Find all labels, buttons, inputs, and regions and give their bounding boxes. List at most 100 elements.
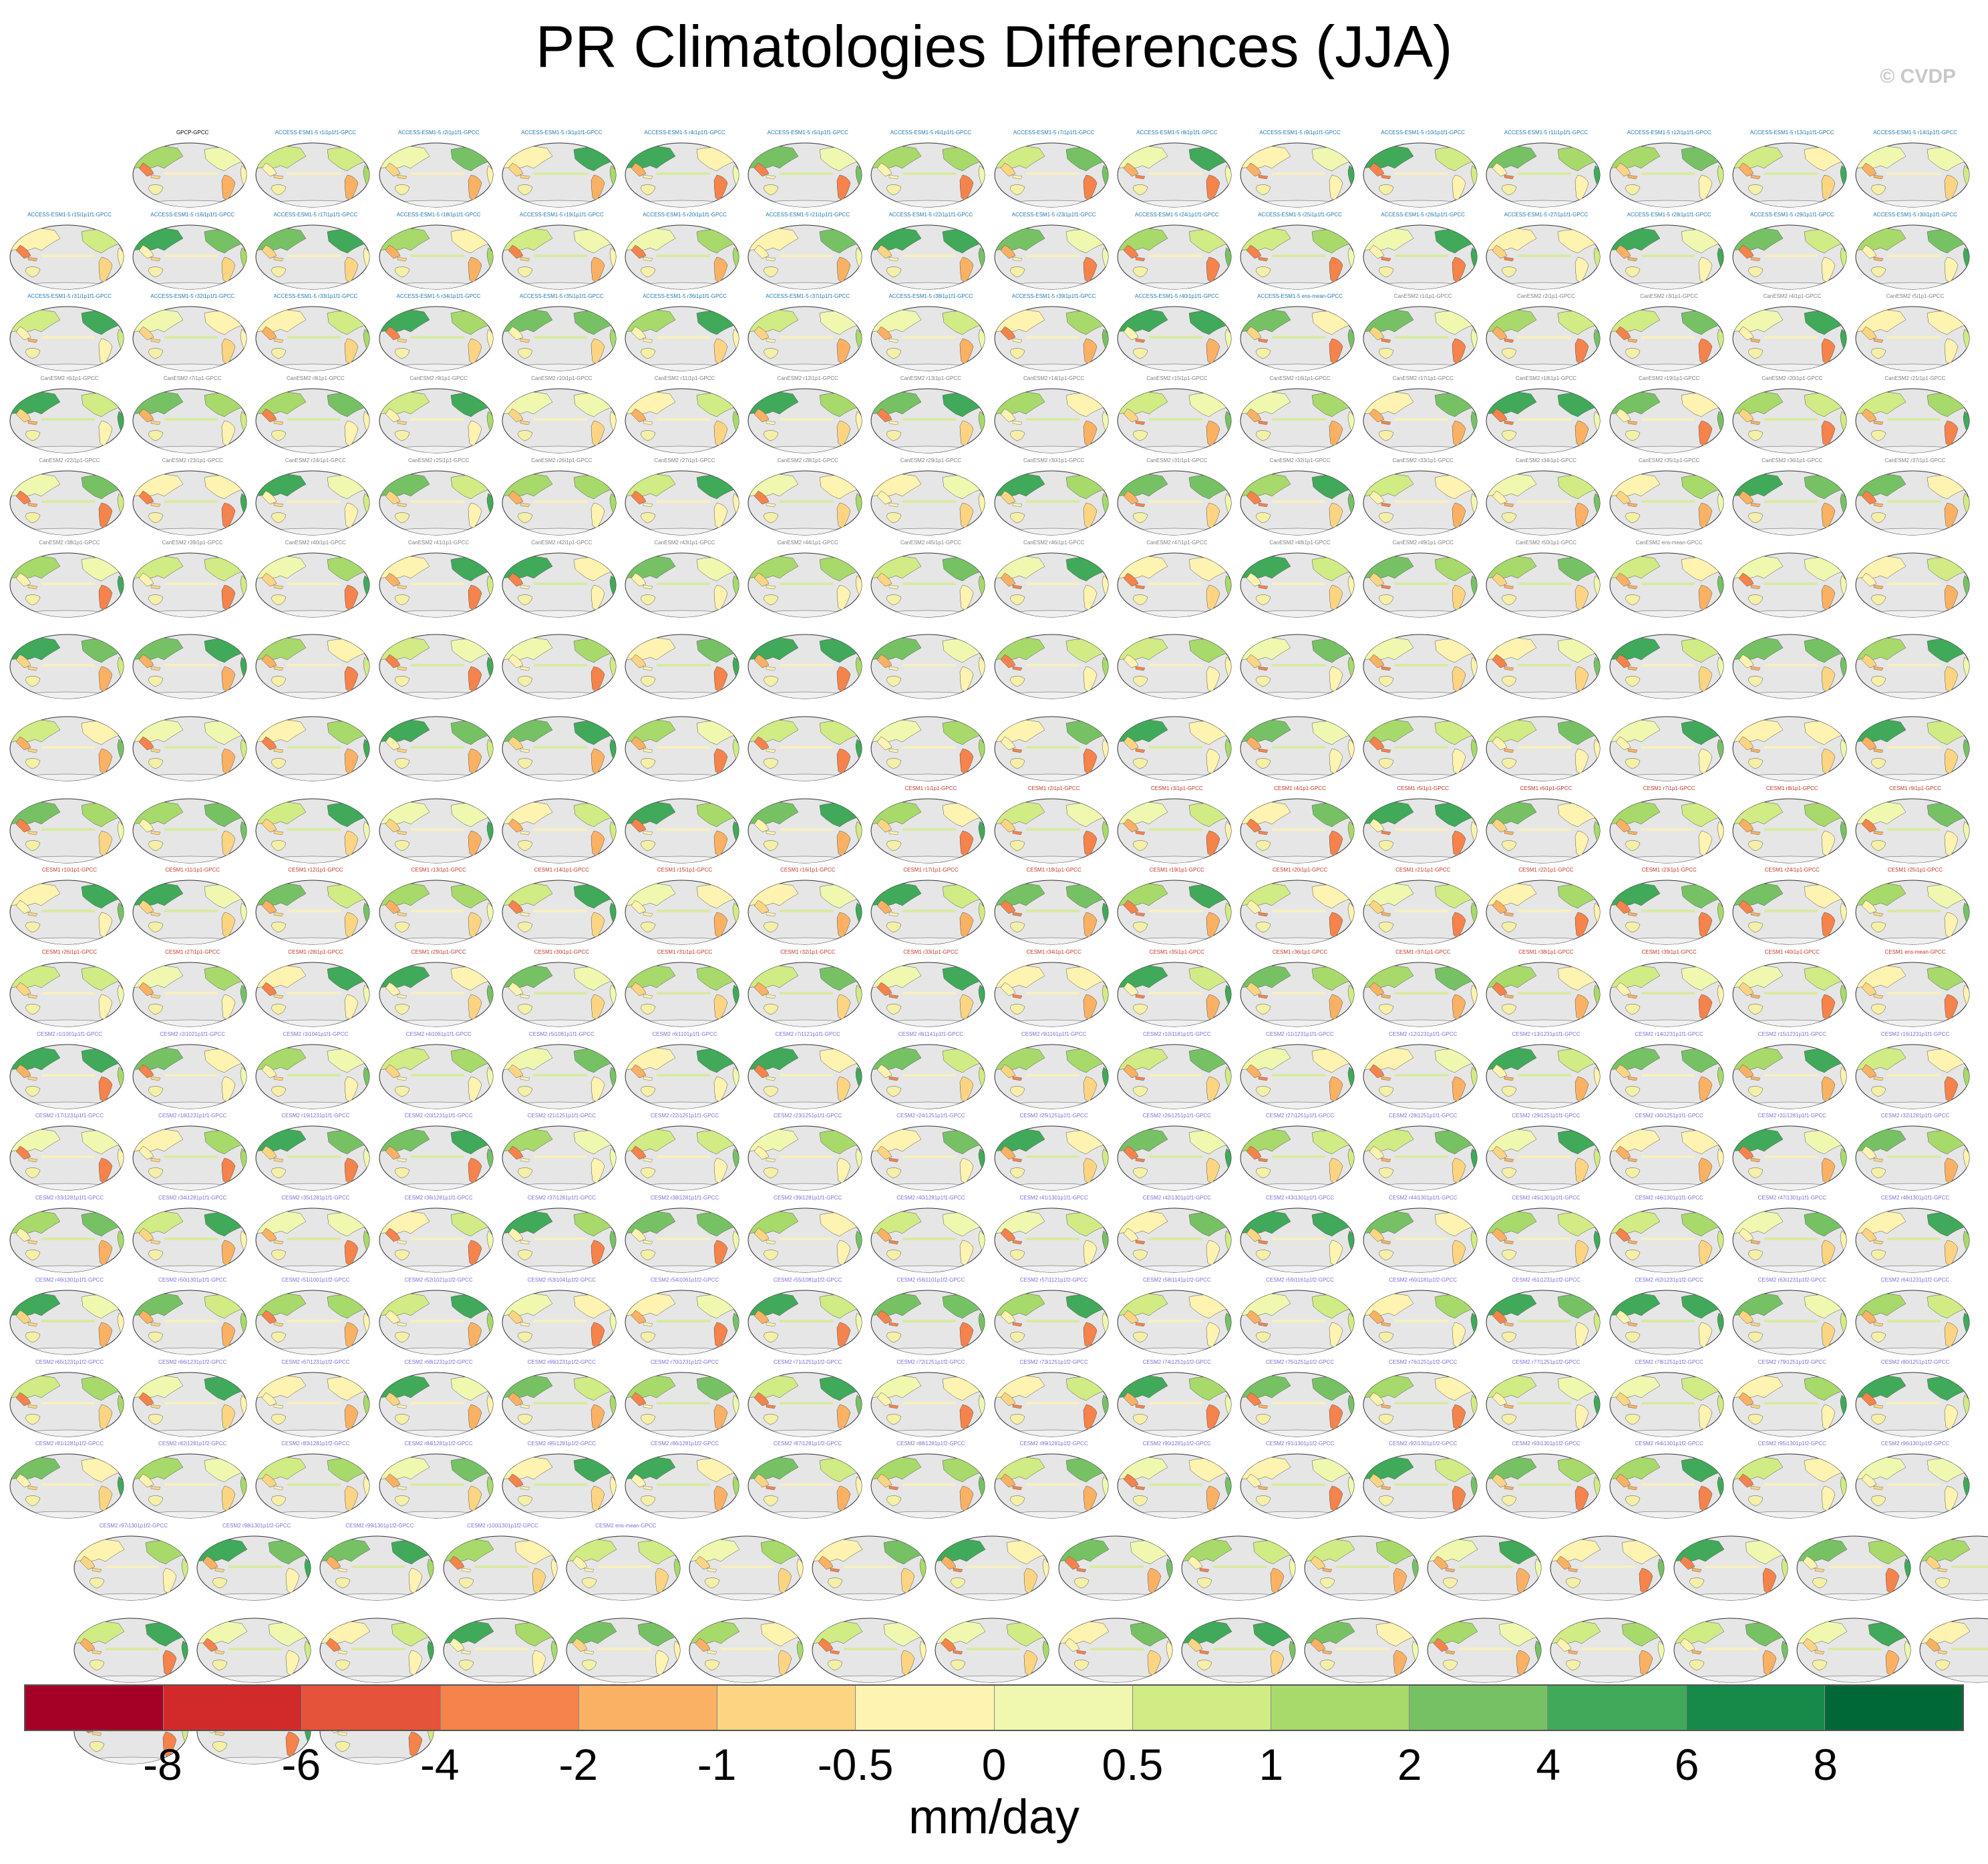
map-panel-title: CESM2 r56i1101p1f2-GPCC	[896, 1276, 965, 1283]
world-map	[1855, 470, 1970, 536]
world-map	[1732, 224, 1847, 290]
world-map	[994, 798, 1109, 864]
map-panel	[1484, 621, 1607, 704]
colorbar-tick-label: 0.5	[1102, 1740, 1164, 1789]
world-map	[1240, 1044, 1355, 1109]
map-panel-title: CESM2 r28i1251p1f1-GPCC	[1389, 1113, 1458, 1119]
map-panel-title: ACCESS-ESM1-5 r8i1p1f1-GPCC	[1136, 130, 1218, 136]
world-map	[1855, 716, 1970, 781]
world-map	[994, 552, 1109, 617]
map-panel-title: ACCESS-ESM1-5 r7i1p1f1-GPCC	[1013, 130, 1095, 136]
world-map	[9, 470, 124, 536]
map-panel-title: ACCESS-ESM1-5 r26i1p1f1-GPCC	[1381, 211, 1466, 218]
map-panel-title: GPCP-GPCC	[176, 130, 209, 136]
map-panel: CESM2 r18i1231p1f1-GPCC	[131, 1113, 254, 1195]
world-map	[255, 1453, 370, 1519]
map-panel-title: CESM2 r60i1181p1f2-GPCC	[1389, 1276, 1458, 1283]
world-map	[1732, 1453, 1847, 1519]
world-map	[502, 470, 617, 536]
world-map	[1855, 1290, 1970, 1355]
world-map	[1732, 1372, 1847, 1437]
world-map	[1855, 962, 1970, 1027]
world-map	[1363, 1125, 1478, 1191]
map-panel-title: CESM2 r51i1001p1f2-GPCC	[281, 1276, 350, 1283]
map-panel-title: CESM1 r38i1p1-GPCC	[1518, 949, 1574, 955]
map-panel-title: CESM1 r7i1p1-GPCC	[1643, 785, 1695, 791]
map-panel: CESM2 r65i1231p1f2-GPCC	[8, 1359, 131, 1442]
map-panel-title: CanESM2 r19i1p1-GPCC	[1639, 375, 1700, 382]
world-map	[502, 1372, 617, 1437]
world-map	[748, 1290, 862, 1355]
map-panel: ACCESS-ESM1-5 r33i1p1f1-GPCC	[254, 293, 377, 376]
map-panel: CESM1 r29i1p1-GPCC	[377, 949, 500, 1032]
map-panel-title: CanESM2 r40i1p1-GPCC	[285, 539, 346, 546]
world-map	[1363, 1207, 1478, 1273]
map-panel-title: CESM2 r1i1001p1f1-GPCC	[37, 1031, 102, 1037]
map-panel-title: CESM2 r75i1251p1f2-GPCC	[1265, 1358, 1335, 1365]
world-map	[870, 880, 985, 945]
world-map	[625, 224, 739, 290]
map-panel: CESM2 r36i1281p1f1-GPCC	[377, 1195, 500, 1278]
world-map	[132, 552, 247, 617]
world-map	[994, 634, 1109, 699]
map-panel: CESM2 r4i1061p1f1-GPCC	[377, 1031, 500, 1114]
map-panel: CESM2 r99i1301p1f2-GPCC	[318, 1523, 441, 1606]
world-map	[1427, 1535, 1542, 1601]
map-panel: CESM2 r98i1301p1f2-GPCC	[195, 1523, 318, 1606]
map-panel: ACCESS-ESM1-5 r37i1p1f1-GPCC	[746, 293, 869, 376]
map-panel-title: CESM2 r22i1251p1f1-GPCC	[650, 1113, 719, 1119]
map-panel	[1918, 1523, 1988, 1606]
map-panel: CanESM2 r20i1p1-GPCC	[1731, 375, 1854, 458]
map-panel	[1795, 1523, 1918, 1606]
map-panel-title: CESM1 r9i1p1-GPCC	[1889, 785, 1941, 791]
map-panel: ACCESS-ESM1-5 r32i1p1f1-GPCC	[131, 293, 254, 376]
world-map	[132, 470, 247, 536]
world-map	[255, 716, 370, 781]
map-panel-title: CanESM2 r33i1p1-GPCC	[1392, 457, 1454, 463]
world-map	[994, 224, 1109, 290]
world-map	[255, 1207, 370, 1273]
map-panel-title: CanESM2 r34i1p1-GPCC	[1515, 457, 1577, 463]
map-panel-title: CESM2 r38i1281p1f1-GPCC	[650, 1195, 719, 1201]
world-map	[812, 1618, 927, 1683]
map-panel: CESM2 r14i1231p1f1-GPCC	[1608, 1031, 1731, 1114]
world-map	[1363, 224, 1478, 290]
map-panel: CESM2 r8i1141p1f1-GPCC	[869, 1031, 992, 1114]
world-map	[1363, 306, 1478, 371]
world-map	[379, 1453, 494, 1519]
map-panel-title: ACCESS-ESM1-5 r4i1p1f1-GPCC	[644, 130, 725, 136]
world-map	[132, 798, 247, 864]
map-panel-title: CanESM2 r36i1p1-GPCC	[1762, 457, 1823, 463]
map-panel-title: CESM2 r5i1081p1f1-GPCC	[528, 1031, 595, 1037]
map-panel-title: CESM1 r13i1p1-GPCC	[411, 867, 466, 874]
world-map	[812, 1535, 927, 1601]
map-panel-title: CanESM2 r3i1p1-GPCC	[1640, 293, 1698, 300]
map-panel-title: CESM2 r33i1281p1f1-GPCC	[35, 1195, 104, 1201]
map-panel-title: CESM1 r26i1p1-GPCC	[41, 949, 98, 955]
world-map	[1855, 1207, 1970, 1273]
map-panel: CESM2 r39i1281p1f1-GPCC	[746, 1195, 869, 1278]
world-map	[9, 1125, 124, 1191]
map-panel: ACCESS-ESM1-5 r2i1p1f1-GPCC	[377, 130, 500, 212]
map-panel-title: CESM2 r14i1231p1f1-GPCC	[1635, 1031, 1703, 1037]
world-map	[502, 716, 617, 781]
map-panel: CESM2 r73i1251p1f2-GPCC	[993, 1359, 1116, 1442]
world-map	[1117, 470, 1232, 536]
map-panel-title: CESM1 r6i1p1-GPCC	[1520, 785, 1572, 791]
world-map	[1363, 798, 1478, 864]
map-panel: CanESM2 r3i1p1-GPCC	[1608, 293, 1731, 376]
world-map	[1732, 1290, 1847, 1355]
map-panel: CESM2 ens-mean-GPCC	[564, 1523, 687, 1606]
map-panel-title: CanESM2 r6i1p1-GPCC	[40, 375, 99, 382]
map-panel: CESM2 r37i1281p1f1-GPCC	[500, 1195, 623, 1278]
map-panel-title: CESM2 r30i1251p1f1-GPCC	[1635, 1113, 1703, 1119]
world-map	[748, 306, 862, 371]
map-panel: CESM1 r33i1p1-GPCC	[869, 949, 992, 1032]
world-map	[625, 1207, 739, 1273]
map-panel: CESM2 r25i1251p1f1-GPCC	[993, 1113, 1116, 1195]
map-panel: CESM2 r93i1301p1f2-GPCC	[1484, 1441, 1607, 1523]
map-panel-title: CESM2 r91i1301p1f2-GPCC	[1265, 1441, 1335, 1447]
map-panel	[8, 785, 131, 868]
world-map	[1550, 1535, 1665, 1601]
map-panel: CESM1 r22i1p1-GPCC	[1484, 867, 1607, 950]
